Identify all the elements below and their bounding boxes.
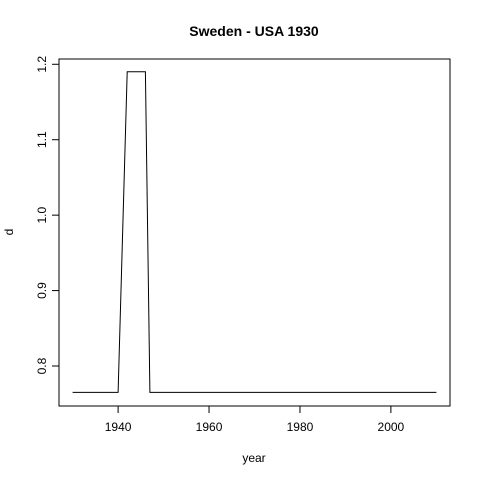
series-layer [72,71,437,393]
plot-frame [58,58,451,407]
series-line-0 [72,71,437,393]
y-tick-label: 1.1 [35,131,49,148]
x-tick-label: 2000 [378,420,405,434]
y-tick-label: 1.0 [35,206,49,223]
x-tick-label: 1980 [287,420,314,434]
x-axis: 1940 1960 1980 2000 [105,405,405,434]
y-tick-label: 0.8 [35,357,49,374]
y-axis-label: d [2,229,16,236]
y-tick-label: 0.9 [35,282,49,299]
y-axis: 0.8 0.9 1.0 1.1 1.2 [35,56,60,374]
x-tick-label: 1940 [105,420,132,434]
y-tick-label: 1.2 [35,56,49,73]
x-tick-label: 1960 [196,420,223,434]
x-axis-label: year [242,451,265,465]
chart-title: Sweden - USA 1930 [189,23,319,39]
